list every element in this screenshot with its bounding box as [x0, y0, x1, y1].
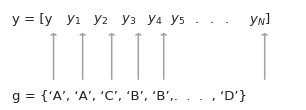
Text: $y_3$: $y_3$: [121, 13, 136, 27]
Text: .: .: [210, 13, 214, 26]
Text: $y_1$: $y_1$: [66, 13, 81, 27]
Text: .: .: [225, 13, 229, 26]
Text: y = [y: y = [y: [12, 13, 53, 26]
Text: $y_2$: $y_2$: [93, 13, 108, 27]
Text: .: .: [194, 13, 198, 26]
Text: $y_4$: $y_4$: [147, 13, 162, 27]
Text: $y_N$]: $y_N$]: [249, 11, 271, 28]
Text: g = {‘A’, ‘A’, ‘C’, ‘B’, ‘B’,.  .  .  , ‘D’}: g = {‘A’, ‘A’, ‘C’, ‘B’, ‘B’,. . . , ‘D’…: [12, 90, 247, 103]
Text: $y_5$: $y_5$: [170, 13, 185, 27]
